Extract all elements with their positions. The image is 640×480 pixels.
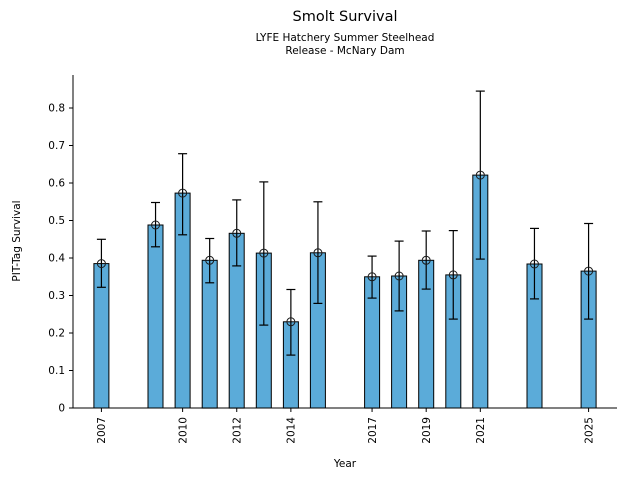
point-marker-2023 [529,259,539,269]
point-marker-2007 [96,259,106,269]
point-marker-2020 [448,270,458,280]
x-tick-label-2007: 2007 [96,417,108,444]
y-tick-label-0.5: 0.5 [48,215,65,227]
y-tick-label-0.2: 0.2 [48,328,65,340]
y-tick-label-0.3: 0.3 [48,290,65,302]
y-tick-label-0.8: 0.8 [48,103,65,115]
x-tick-label-2010: 2010 [177,417,189,444]
x-tick-label-2012: 2012 [232,417,244,444]
point-marker-2013 [259,248,269,258]
x-axis-label: Year [333,458,357,470]
chart-subtitle-line2: Release - McNary Dam [285,45,405,57]
x-tick-label-2025: 2025 [583,417,595,444]
point-marker-2021 [475,170,485,180]
x-tick-label-2019: 2019 [421,417,433,444]
point-marker-2009 [151,220,161,230]
y-tick-label-0.7: 0.7 [48,140,65,152]
chart-subtitle-line1: LYFE Hatchery Summer Steelhead [255,32,435,44]
y-tick-label-0.1: 0.1 [48,365,65,377]
point-marker-2019 [421,255,431,265]
point-marker-2015 [313,248,323,258]
bar-2009 [147,224,164,409]
x-tick-label-2021: 2021 [475,417,487,444]
x-tick-label-2014: 2014 [286,417,298,444]
y-tick-label-0: 0 [58,403,65,415]
point-marker-2010 [178,188,188,198]
point-marker-2025 [584,266,594,276]
y-tick-label-0.4: 0.4 [48,253,65,265]
point-marker-2017 [367,272,377,282]
point-marker-2012 [232,228,242,238]
y-tick-label-0.6: 0.6 [48,178,65,190]
point-marker-2011 [205,255,215,265]
point-marker-2018 [394,271,404,281]
point-marker-2014 [286,317,296,327]
x-tick-label-2017: 2017 [367,417,379,444]
chart-title: Smolt Survival [292,9,398,25]
y-axis-label: PIT-Tag Survival [11,200,23,282]
